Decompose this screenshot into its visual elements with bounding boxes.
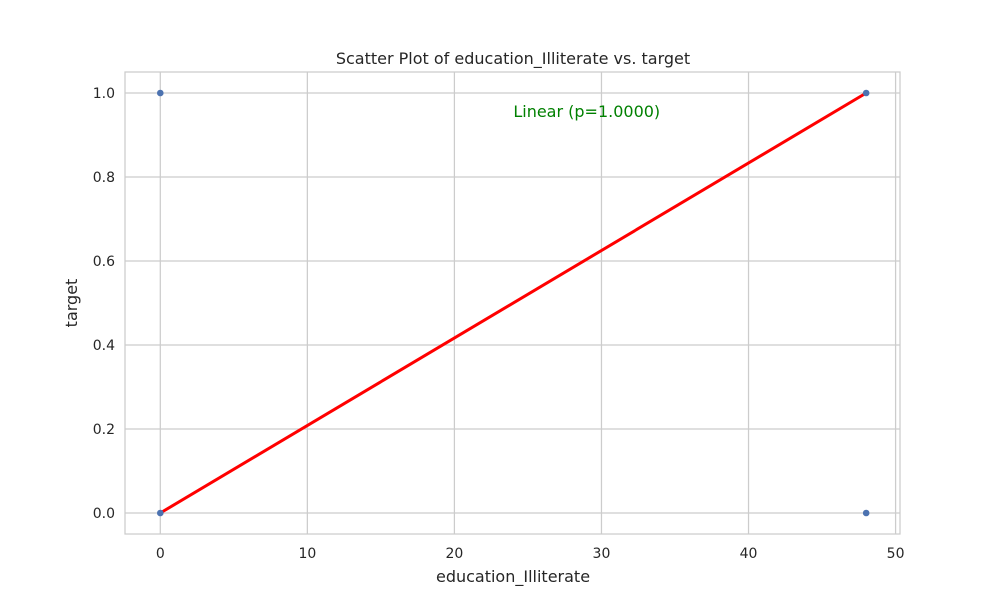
data-point bbox=[156, 89, 164, 97]
y-axis-label: target bbox=[62, 279, 81, 328]
fit-annotation: Linear (p=1.0000) bbox=[513, 102, 660, 121]
chart-title: Scatter Plot of education_Illiterate vs.… bbox=[336, 49, 690, 69]
x-tick-label: 50 bbox=[887, 546, 905, 562]
x-tick-label: 0 bbox=[156, 546, 165, 562]
data-point bbox=[862, 89, 870, 97]
y-tick-label: 1.0 bbox=[93, 86, 115, 102]
x-tick-label: 30 bbox=[593, 546, 611, 562]
fit-line-group bbox=[158, 90, 869, 516]
x-tick-label: 40 bbox=[740, 546, 758, 562]
fit-line bbox=[158, 90, 869, 516]
data-point bbox=[156, 509, 164, 517]
y-tick-label: 0.4 bbox=[93, 338, 115, 354]
data-points bbox=[156, 89, 870, 517]
grid-lines bbox=[125, 72, 900, 534]
x-tick-label: 20 bbox=[445, 546, 463, 562]
x-tick-label: 10 bbox=[298, 546, 316, 562]
y-tick-label: 0.6 bbox=[93, 254, 115, 270]
data-point bbox=[862, 509, 870, 517]
x-tick-labels: 0 10 20 30 40 50 bbox=[156, 546, 905, 562]
y-tick-label: 0.8 bbox=[93, 170, 115, 186]
y-tick-labels: 0.0 0.2 0.4 0.6 0.8 1.0 bbox=[93, 86, 115, 522]
plot-frame bbox=[124, 71, 901, 535]
y-tick-label: 0.2 bbox=[93, 422, 115, 438]
y-tick-label: 0.0 bbox=[93, 506, 115, 522]
x-axis-label: education_Illiterate bbox=[436, 567, 590, 587]
